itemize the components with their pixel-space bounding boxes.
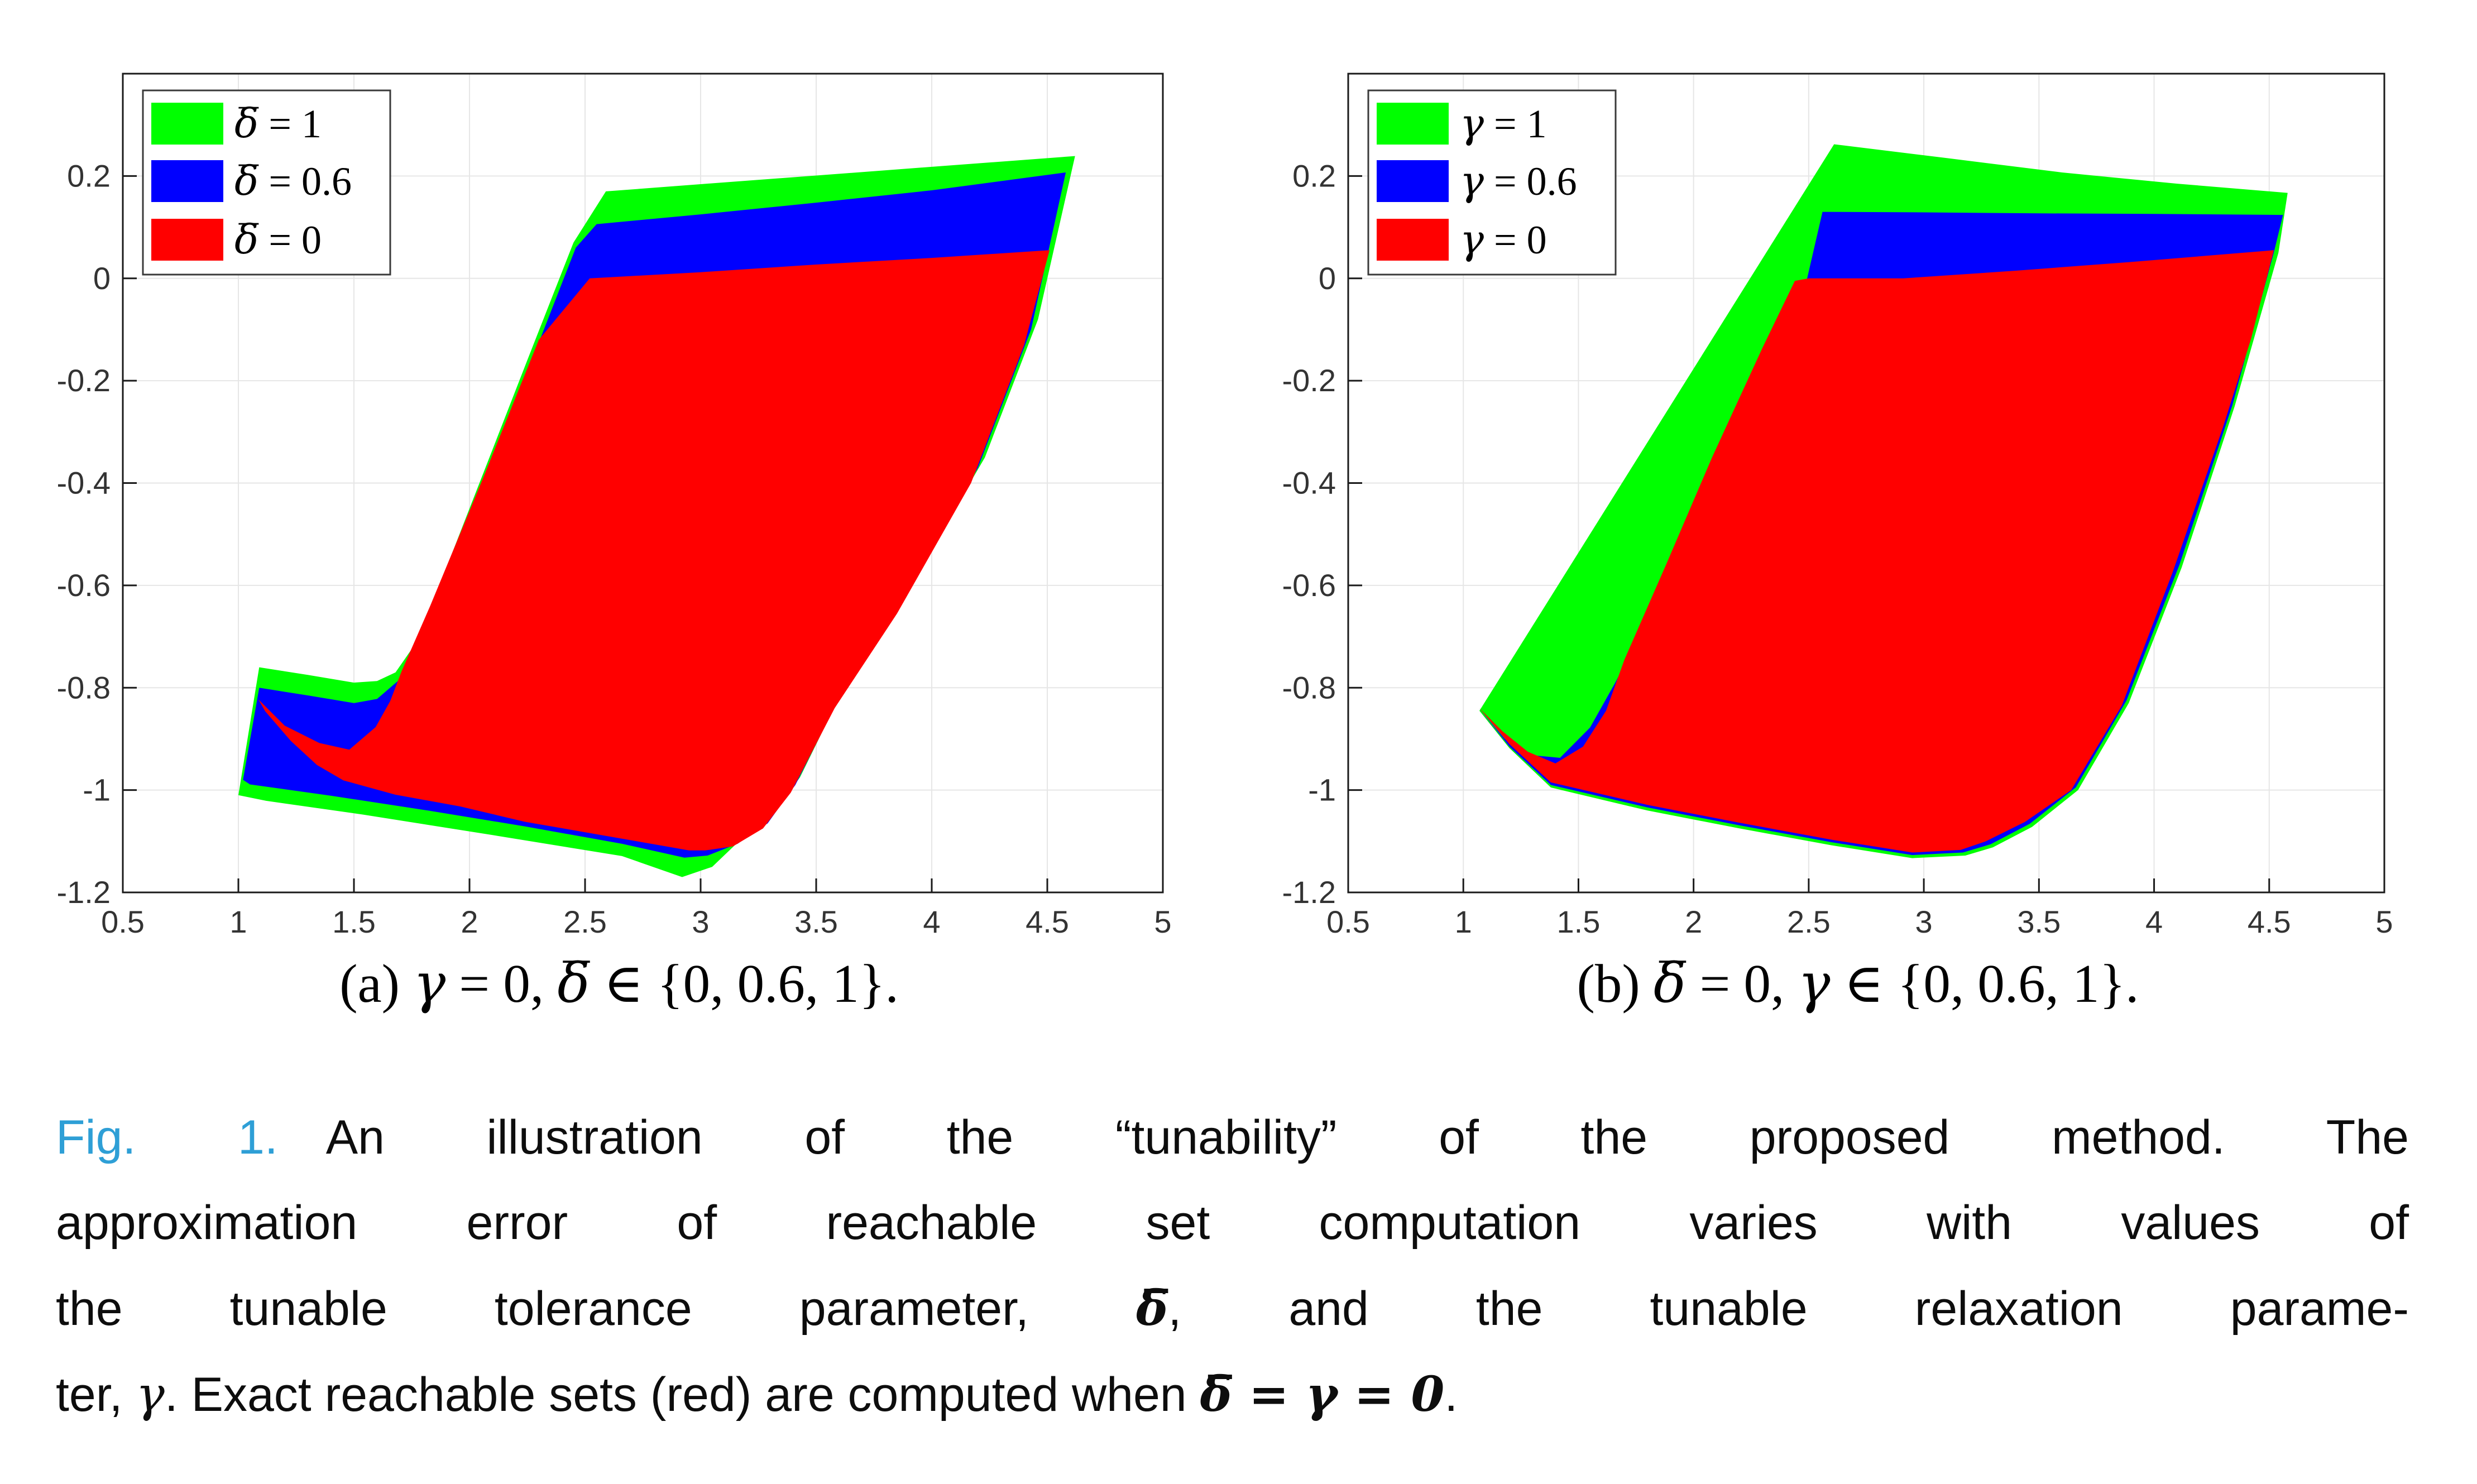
x-tick-label: 0.5 [1326,904,1370,939]
plots-canvas: 0.5 1 1.5 2 2.5 3 3.5 4 4.5 5 0.2 0 -0.2 -0.4 -0.6 -0.8… [57,73,2393,939]
legend-swatch [151,103,223,145]
y-tick-label: -0.8 [1282,670,1336,705]
x-tick-label: 2 [1685,904,1702,939]
caption-text-run: ter, [56,1368,136,1421]
figure-caption: Fig. 1. An illustration of the “tunabili… [56,1095,2409,1438]
caption-text-run: δ̅ = γ = 0 [1200,1366,1445,1423]
y-tick-label: -0.6 [57,568,111,603]
y-tick-label: -0.4 [1282,465,1336,501]
x-tick-label: 5 [1154,904,1171,939]
x-tick-label: 3 [1915,904,1933,939]
legend-label: γ = 0.6 [1460,157,1577,204]
x-tick-label: 2.5 [563,904,607,939]
x-tick-label: 4.5 [1026,904,1069,939]
x-tick-label: 4 [923,904,940,939]
subcaption-b: (b) δ̅ = 0, γ ∈ {0, 0.6, 1}. [1577,952,2139,1015]
subcaption-a: (a) γ = 0, δ̅ ∈ {0, 0.6, 1}. [339,952,899,1015]
caption-line: approximation error of reachable set com… [56,1180,2409,1266]
legend-swatch [151,219,223,261]
plot-b-area-2 [1479,250,2274,853]
y-tick-label: -0.6 [1282,568,1336,603]
x-tick-label: 3 [692,904,709,939]
x-tick-label: 1 [1455,904,1472,939]
legend-a: δ̅ = 1 δ̅ = 0.6 δ̅ = 0 [142,89,391,276]
legend-swatch [1377,103,1449,145]
x-tick-label: 1.5 [1557,904,1601,939]
y-tick-label: 0.2 [67,158,111,193]
legend-b: γ = 1 γ = 0.6 γ = 0 [1367,89,1617,276]
caption-text-run: the tunable tolerance parameter, [56,1282,1136,1336]
y-tick-label: -0.4 [57,465,111,501]
y-tick-label: 0 [93,261,111,296]
y-tick-label: -0.2 [1282,363,1336,398]
y-tick-label: -1 [83,772,111,808]
plot-a-area-2 [258,250,1050,851]
x-tick-label: 3.5 [2017,904,2061,939]
x-tick-label: 2.5 [1787,904,1831,939]
legend-label: δ̅ = 0.6 [234,157,352,204]
x-tick-label: 0.5 [101,904,145,939]
x-tick-label: 1 [229,904,247,939]
caption-fig-label: Fig. 1. [56,1111,278,1164]
legend-swatch [151,160,223,202]
y-tick-label: 0 [1319,261,1336,296]
caption-text-run: δ̅ [1136,1280,1168,1337]
x-tick-label: 3.5 [794,904,838,939]
y-tick-label: -0.2 [57,363,111,398]
caption-line: Fig. 1. An illustration of the “tunabili… [56,1095,2409,1180]
caption-text-run: . [1444,1368,1458,1421]
caption-text-run: γ [136,1367,165,1423]
legend-swatch [1377,219,1449,261]
caption-text-run: . Exact reachable sets (red) are compute… [164,1368,1200,1421]
legend-label: δ̅ = 0 [234,216,322,263]
x-tick-label: 4 [2145,904,2163,939]
x-tick-label: 5 [2375,904,2393,939]
y-tick-label: 0.2 [1292,158,1336,193]
x-tick-label: 1.5 [332,904,376,939]
caption-line: ter, γ. Exact reachable sets (red) are c… [56,1352,2409,1438]
x-tick-label: 4.5 [2248,904,2291,939]
caption-line: the tunable tolerance parameter, δ̅, and… [56,1266,2409,1352]
plot-b: 0.5 1 1.5 2 2.5 3 3.5 4 4.5 5 0.2 0 -0.2 -0.4 -0.6 -0.8… [1282,73,2393,939]
caption-text-run: An illustration of the “tunability” of t… [277,1111,2409,1164]
legend-label: δ̅ = 1 [234,100,322,147]
plot-a: 0.5 1 1.5 2 2.5 3 3.5 4 4.5 5 0.2 0 -0.2 -0.4 -0.6 -0.8… [57,73,1172,939]
y-tick-label: -0.8 [57,670,111,705]
y-tick-label: -1.2 [1282,875,1336,910]
legend-label: γ = 0 [1460,216,1547,263]
x-tick-label: 2 [461,904,478,939]
caption-text-run: , and the tunable relaxation parame- [1168,1282,2409,1336]
legend-swatch [1377,160,1449,202]
caption-text-run: approximation error of reachable set com… [56,1196,2409,1250]
y-tick-label: -1 [1308,772,1336,808]
y-tick-label: -1.2 [57,875,111,910]
legend-label: γ = 1 [1460,100,1547,147]
